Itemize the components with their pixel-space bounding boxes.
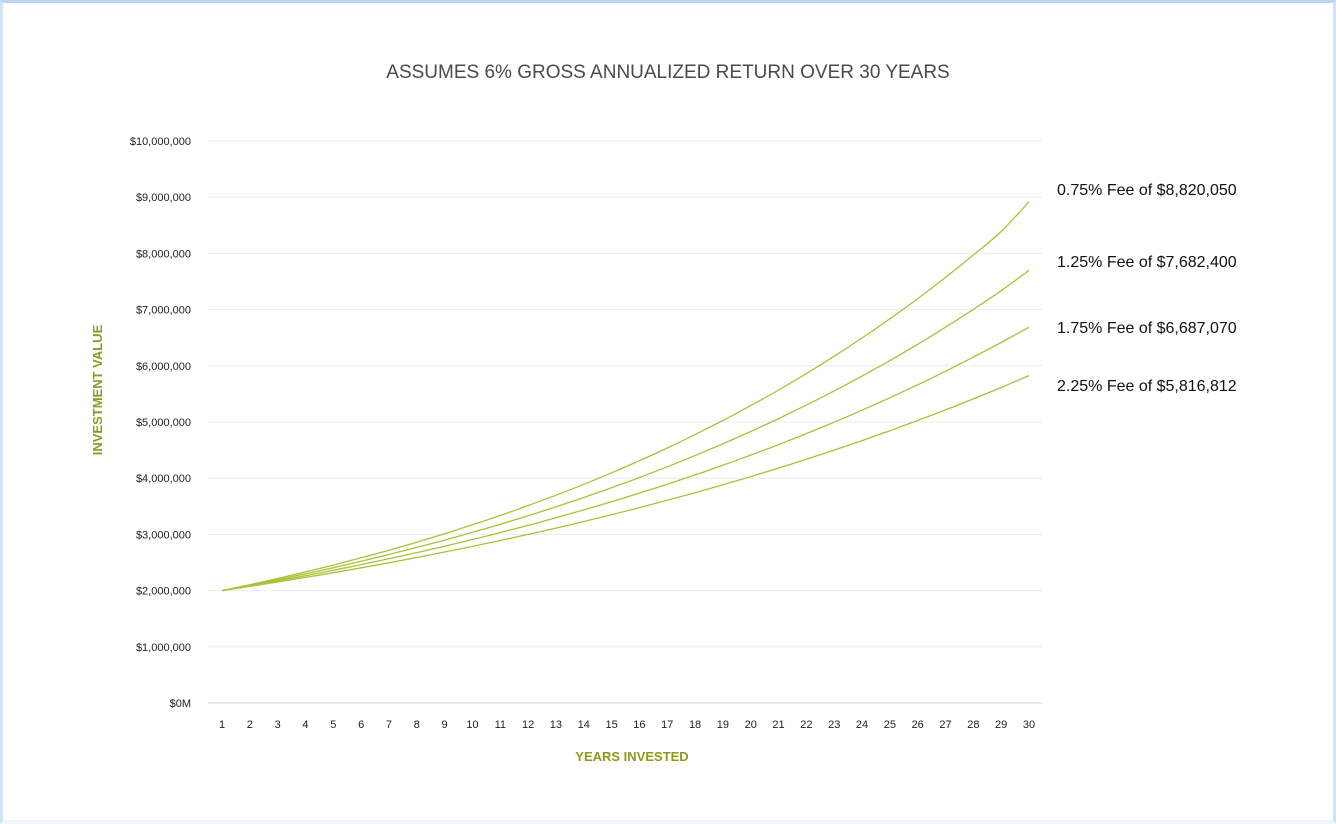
series-end-labels: 0.75% Fee of $8,820,050 1.25% Fee of $7,6… (1057, 182, 1237, 395)
y-tick-label: $6,000,000 (136, 361, 191, 373)
y-tick-label: $7,000,000 (136, 305, 191, 317)
y-tick-label: $4,000,000 (136, 473, 191, 485)
x-tick-label: 18 (689, 719, 701, 731)
x-tick-label: 8 (414, 719, 420, 731)
gridlines (208, 140, 1042, 704)
series-end-label: 0.75% Fee of $8,820,050 (1057, 182, 1237, 199)
x-tick-label: 19 (717, 719, 729, 731)
y-tick-label: $0M (170, 698, 191, 710)
y-tick-label: $1,000,000 (136, 642, 191, 654)
x-tick-label: 25 (884, 719, 896, 731)
x-tick-label: 13 (550, 719, 562, 731)
y-tick-label: $5,000,000 (136, 417, 191, 429)
y-tick-label: $9,000,000 (136, 192, 191, 204)
x-tick-label: 11 (495, 719, 506, 731)
y-tick-label: $10,000,000 (130, 136, 191, 148)
x-tick-label: 7 (386, 719, 392, 731)
x-tick-label: 6 (358, 719, 364, 731)
x-tick-label: 1 (219, 719, 225, 731)
x-tick-label: 9 (442, 719, 448, 731)
x-tick-label: 23 (828, 719, 840, 731)
x-tick-label: 4 (302, 719, 308, 731)
series-line (221, 375, 1030, 592)
x-tick-label: 5 (330, 719, 336, 731)
y-tick-label: $8,000,000 (136, 248, 191, 260)
x-tick-label: 14 (578, 719, 590, 731)
series-end-label: 2.25% Fee of $5,816,812 (1057, 378, 1237, 395)
x-tick-label: 3 (275, 719, 281, 731)
x-tick-label: 15 (605, 719, 617, 731)
x-tick-label: 29 (995, 719, 1007, 731)
y-tick-label: $2,000,000 (136, 586, 191, 598)
series-line (221, 326, 1030, 592)
x-tick-label: 30 (1023, 719, 1035, 731)
series-end-label: 1.75% Fee of $6,687,070 (1057, 320, 1237, 337)
x-tick-label: 28 (967, 719, 979, 731)
x-tick-label: 26 (912, 719, 924, 731)
x-tick-label: 10 (466, 719, 478, 731)
x-axis-label: YEARS INVESTED (575, 749, 688, 764)
chart-title: ASSUMES 6% GROSS ANNUALIZED RETURN OVER … (386, 62, 949, 83)
x-tick-label: 24 (856, 719, 868, 731)
x-tick-label: 21 (772, 719, 784, 731)
x-axis-ticks: 1 2 3 4 5 6 7 8 9 10 11 12 13 14 15 16 17 18 19 20 21 22 23 24 2… (219, 719, 1035, 731)
x-tick-label: 27 (939, 719, 951, 731)
series-line (221, 201, 1030, 592)
series-line (221, 269, 1030, 592)
x-tick-label: 17 (661, 719, 673, 731)
y-axis-ticks: $0M $1,000,000 $2,000,000 $3,000,000 $4,000,… (130, 136, 191, 710)
x-tick-label: 20 (745, 719, 757, 731)
series-end-label: 1.25% Fee of $7,682,400 (1057, 254, 1237, 271)
series-lines (221, 201, 1030, 592)
y-tick-label: $3,000,000 (136, 529, 191, 541)
x-tick-label: 16 (633, 719, 645, 731)
x-tick-label: 22 (800, 719, 812, 731)
x-tick-label: 12 (522, 719, 534, 731)
x-tick-label: 2 (247, 719, 253, 731)
y-axis-label: INVESTMENT VALUE (90, 324, 105, 455)
